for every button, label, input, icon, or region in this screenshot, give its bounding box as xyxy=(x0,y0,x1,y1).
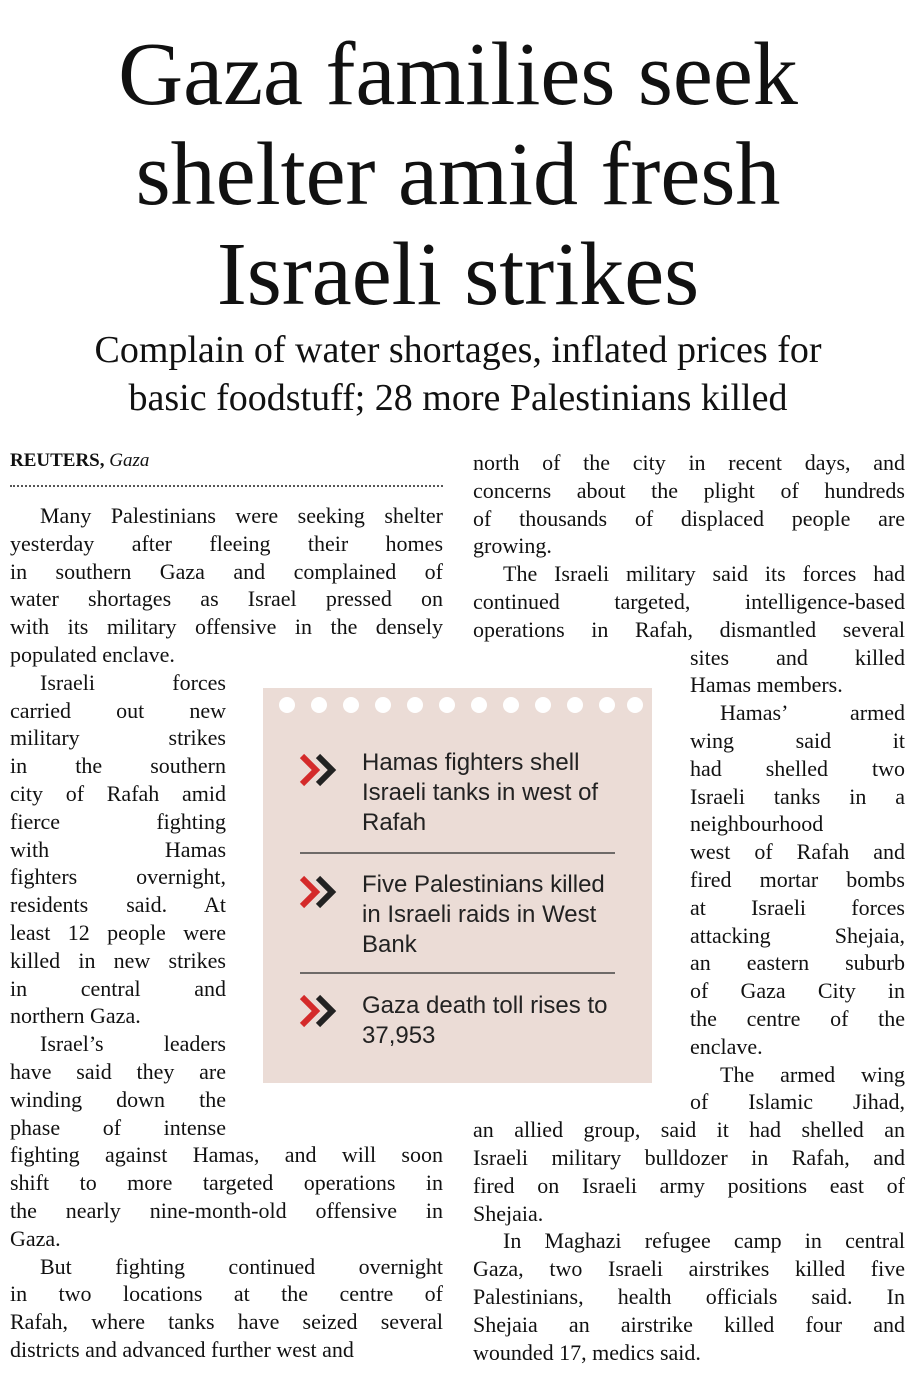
sidebar-item-line: Israeli tanks in west of xyxy=(362,779,599,806)
body-line: fired mortar bombs xyxy=(690,867,905,892)
body-line: Gaza. xyxy=(10,1225,61,1251)
body-line: an allied group, said it had shelled an xyxy=(473,1117,905,1143)
body-line: of thousands of displaced people are xyxy=(473,505,905,531)
body-line: northern Gaza. xyxy=(10,1003,141,1029)
body-line: fighting against Hamas, and will soon xyxy=(10,1142,443,1168)
body-line: carried out new xyxy=(10,697,226,723)
chevrons xyxy=(299,753,337,1028)
body-line: west of Rafah and xyxy=(690,839,905,865)
body-line: Israeli tanks in a xyxy=(690,783,905,809)
body-line: in southern Gaza and complained of xyxy=(10,558,443,584)
sidebar-item-line: Gaza death toll rises to xyxy=(362,992,608,1019)
body-line: wounded 17, medics said. xyxy=(473,1339,701,1365)
body-line: concerns about the plight of hundreds xyxy=(473,477,905,503)
body-line: fierce fighting xyxy=(10,808,226,834)
body-line: neighbourhood xyxy=(690,811,824,837)
body-line: Shejaia. xyxy=(473,1200,544,1226)
place: Gaza xyxy=(109,450,150,471)
body-line: least 12 people were xyxy=(10,920,226,945)
sidebar-art xyxy=(279,697,643,1028)
body-line: operations in Rafah, dismantled several xyxy=(473,616,905,642)
body-line: Hamas’ armed xyxy=(720,700,905,726)
body-line: in two locations at the centre of xyxy=(10,1281,443,1307)
sidebar-box xyxy=(263,688,652,1083)
subheadline-line: Complain of water shortages, inflated pr… xyxy=(94,329,822,371)
body-line: water shortages as Israel pressed on xyxy=(10,586,443,612)
body-line: But fighting continued overnight xyxy=(40,1253,443,1279)
scallops xyxy=(279,697,643,713)
sidebar-item-line: Hamas fighters shell xyxy=(362,749,580,776)
byline-rule xyxy=(10,485,443,487)
body-line: the centre of the xyxy=(690,1006,905,1031)
body-line: Israeli military bulldozer in Rafah, and xyxy=(473,1145,905,1170)
byline: REUTERS, Gaza xyxy=(10,450,149,472)
body-line: wing said it xyxy=(690,728,905,753)
body-line: attacking Shejaia, xyxy=(690,922,905,948)
body-line: Israel’s leaders xyxy=(40,1031,226,1057)
sidebar-item-line: Bank xyxy=(362,931,417,958)
sidebar-item-line: in Israeli raids in West xyxy=(362,901,597,928)
body-line: of Gaza City in xyxy=(690,978,905,1004)
body-line: districts and advanced further west and xyxy=(10,1337,354,1362)
body-line: continued targeted, intelligence-based xyxy=(473,589,905,614)
body-line: military strikes xyxy=(10,725,226,751)
body-line: in the southern xyxy=(10,753,226,779)
sidebar-item-line: 37,953 xyxy=(362,1022,436,1049)
body-line: Many Palestinians were seeking shelter xyxy=(40,503,443,528)
body-line: killed in new strikes xyxy=(10,947,226,973)
body-line: enclave. xyxy=(690,1033,763,1059)
body-line: with its military offensive in the dense… xyxy=(10,614,443,640)
body-line: The Israeli military said its forces had xyxy=(503,561,905,587)
body-line: with Hamas xyxy=(10,836,226,862)
body-line: of Islamic Jihad, xyxy=(690,1089,905,1115)
body-line: phase of intense xyxy=(10,1114,226,1140)
body-line: Rafah, where tanks have seized several xyxy=(10,1309,443,1335)
body-line: Gaza, two Israeli airstrikes killed five xyxy=(473,1256,905,1282)
sidebar-item-line: Five Palestinians killed xyxy=(362,871,605,898)
body-line: In Maghazi refugee camp in central xyxy=(503,1228,905,1254)
body-line: sites and killed xyxy=(690,644,905,670)
body-line: populated enclave. xyxy=(10,642,175,667)
agency: REUTERS, xyxy=(10,450,105,471)
body-line: winding down the xyxy=(10,1086,226,1112)
body-line: yesterday after fleeing their homes xyxy=(10,530,443,556)
sidebar-item-line: Rafah xyxy=(362,809,427,836)
headline-line: Israeli strikes xyxy=(216,225,700,324)
body-line: Shejaia an airstrike killed four and xyxy=(473,1311,905,1337)
body-line: city of Rafah amid xyxy=(10,781,226,806)
body-line: had shelled two xyxy=(690,755,905,781)
body-line: Israeli forces xyxy=(40,669,226,695)
headline-line: Gaza families seek xyxy=(118,25,798,124)
body-line: fired on Israeli army positions east of xyxy=(473,1172,905,1198)
body-line: in central and xyxy=(10,975,226,1001)
body-line: an eastern suburb xyxy=(690,950,905,976)
body-line: Palestinians, health officials said. In xyxy=(473,1284,905,1309)
body-line: at Israeli forces xyxy=(690,894,905,920)
body-line: Hamas members. xyxy=(690,672,843,698)
body-line: shift to more targeted operations in xyxy=(10,1170,443,1196)
headline-line: shelter amid fresh xyxy=(135,125,781,224)
body-line: growing. xyxy=(473,533,552,559)
body-line: fighters overnight, xyxy=(10,864,226,890)
subheadline-line: basic foodstuff; 28 more Palestinians ki… xyxy=(128,377,788,419)
body-line: residents said. At xyxy=(10,892,226,918)
body-line: the nearly nine-month-old offensive in xyxy=(10,1198,443,1223)
body-line: have said they are xyxy=(10,1059,226,1084)
body-line: The armed wing xyxy=(720,1061,905,1087)
body-line: north of the city in recent days, and xyxy=(473,450,905,475)
